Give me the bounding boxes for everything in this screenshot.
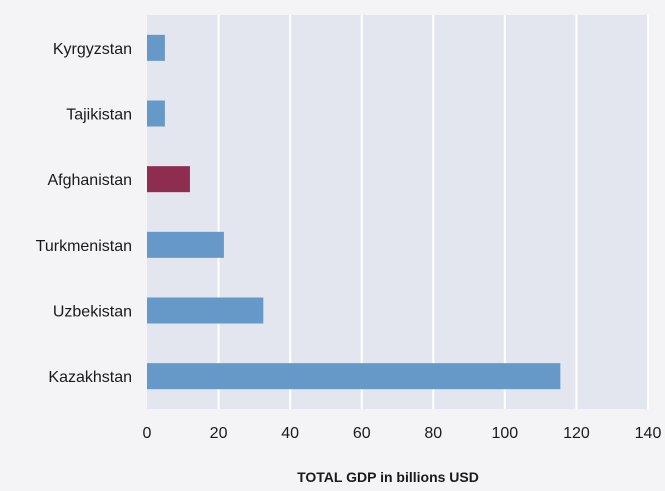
x-tick-labels: 0 20 40 60 80 100 120 140: [143, 425, 662, 442]
category-labels: Kyrgyzstan Tajikistan Afghanistan Turkmenis…: [36, 41, 132, 386]
category-label: Turkmenistan: [36, 238, 132, 255]
x-tick-label: 80: [424, 425, 442, 442]
category-label: Kazakhstan: [48, 369, 132, 386]
plot-area: [147, 15, 648, 409]
gridlines: [217, 15, 649, 409]
x-tick-label: 40: [281, 425, 299, 442]
x-tick-label: 100: [492, 425, 519, 442]
category-label: Kyrgyzstan: [53, 41, 132, 58]
bar-uzbekistan: [147, 297, 264, 324]
x-tick-label: 60: [353, 425, 371, 442]
category-label: Uzbekistan: [53, 304, 132, 321]
bar-turkmenistan: [147, 231, 224, 258]
bar-kazakhstan: [147, 363, 561, 390]
category-label: Tajikistan: [66, 107, 132, 124]
x-tick-label: 0: [143, 425, 152, 442]
bar-afghanistan: [147, 166, 190, 193]
bars-group: [147, 34, 561, 390]
bar-tajikistan: [147, 100, 165, 127]
x-tick-label: 140: [635, 425, 662, 442]
x-tick-label: 20: [210, 425, 228, 442]
x-axis-title: TOTAL GDP in billions USD: [297, 469, 479, 485]
x-tick-label: 120: [563, 425, 590, 442]
bar-kyrgyzstan: [147, 34, 165, 61]
category-label: Afghanistan: [47, 172, 132, 189]
